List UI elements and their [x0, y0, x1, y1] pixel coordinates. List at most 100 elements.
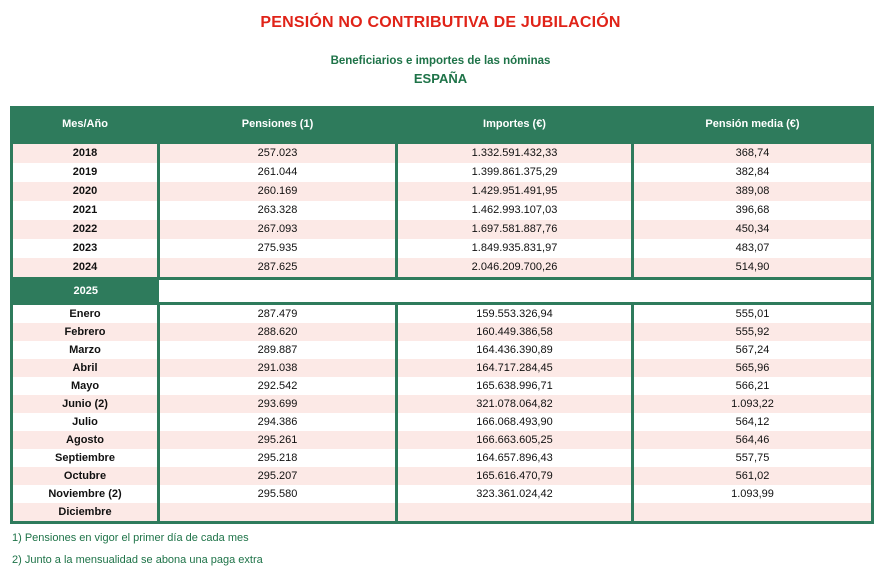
cell-importes: 165.638.996,71: [395, 377, 633, 395]
cell-importes: 164.436.390,89: [395, 341, 633, 359]
cell-pension-media: 514,90: [631, 258, 874, 280]
table-row: Diciembre: [10, 503, 874, 524]
cell-importes: 1.849.935.831,97: [395, 239, 633, 258]
cell-importes: 160.449.386,58: [395, 323, 633, 341]
cell-importes: 1.399.861.375,29: [395, 163, 633, 182]
cell-pension-media: 450,34: [631, 220, 874, 239]
table-row: Marzo 289.887 164.436.390,89 567,24: [10, 341, 874, 359]
table-row: 2018 257.023 1.332.591.432,33 368,74: [10, 141, 874, 163]
cell-pensiones: 275.935: [157, 239, 397, 258]
cell-importes: 1.429.951.491,95: [395, 182, 633, 201]
cell-importes: 1.697.581.887,76: [395, 220, 633, 239]
table-row: Agosto 295.261 166.663.605,25 564,46: [10, 431, 874, 449]
row-label: Agosto: [10, 431, 159, 449]
cell-pension-media: 566,21: [631, 377, 874, 395]
row-label: Noviembre (2): [10, 485, 159, 503]
cell-pension-media: 1.093,99: [631, 485, 874, 503]
header-row: Mes/Año Pensiones (1) Importes (€) Pensión …: [10, 106, 874, 143]
table-row: Mayo 292.542 165.638.996,71 566,21: [10, 377, 874, 395]
column-header: Mes/Año: [10, 106, 160, 143]
row-label: 2021: [10, 201, 159, 220]
row-label: Septiembre: [10, 449, 159, 467]
cell-importes: 1.332.591.432,33: [395, 141, 633, 163]
table-row: Septiembre 295.218 164.657.896,43 557,75: [10, 449, 874, 467]
cell-pensiones: 291.038: [157, 359, 397, 377]
cell-pensiones: 287.625: [157, 258, 397, 280]
cell-pension-media: 396,68: [631, 201, 874, 220]
row-label: 2020: [10, 182, 159, 201]
cell-pension-media: 368,74: [631, 141, 874, 163]
table-row: Julio 294.386 166.068.493,90 564,12: [10, 413, 874, 431]
cell-importes: 2.046.209.700,26: [395, 258, 633, 280]
cell-pensiones: 287.479: [157, 302, 397, 323]
cell-pensiones: 293.699: [157, 395, 397, 413]
cell-pensiones: 295.261: [157, 431, 397, 449]
cell-pension-media: 557,75: [631, 449, 874, 467]
section-2025: 2025: [10, 277, 874, 305]
column-header: Pensión media (€): [631, 106, 874, 143]
row-label: Julio: [10, 413, 159, 431]
cell-importes: 159.553.326,94: [395, 302, 633, 323]
row-label: Enero: [10, 302, 159, 323]
table-row: 2019 261.044 1.399.861.375,29 382,84: [10, 163, 874, 182]
cell-pension-media: 382,84: [631, 163, 874, 182]
cell-pension-media: 1.093,22: [631, 395, 874, 413]
cell-pensiones: 257.023: [157, 141, 397, 163]
year-2025-label: 2025: [10, 277, 159, 305]
cell-importes: 323.361.024,42: [395, 485, 633, 503]
cell-pensiones: 263.328: [157, 201, 397, 220]
cell-importes: 164.657.896,43: [395, 449, 633, 467]
footnotes: 1) Pensiones en vigor el primer día de c…: [12, 532, 881, 566]
cell-importes: 164.717.284,45: [395, 359, 633, 377]
region-title: ESPAÑA: [413, 71, 468, 86]
row-label: Junio (2): [10, 395, 159, 413]
table-row: Febrero 288.620 160.449.386,58 555,92: [10, 323, 874, 341]
cell-pension-media: 567,24: [631, 341, 874, 359]
cell-pensiones: 289.887: [157, 341, 397, 359]
cell-pension-media: 564,46: [631, 431, 874, 449]
pension-table: Mes/Año Pensiones (1) Importes (€) Pensión …: [10, 106, 874, 524]
row-label: 2022: [10, 220, 159, 239]
row-label: Diciembre: [10, 503, 159, 524]
table-row: 2021 263.328 1.462.993.107,03 396,68: [10, 201, 874, 220]
year-2025-empty-cell: [158, 277, 874, 305]
page-title: PENSIÓN NO CONTRIBUTIVA DE JUBILACIÓN: [260, 14, 621, 31]
table-row: Junio (2) 293.699 321.078.064,82 1.093,22: [10, 395, 874, 413]
cell-pension-media: 561,02: [631, 467, 874, 485]
cell-importes: 165.616.470,79: [395, 467, 633, 485]
table-row: 2022 267.093 1.697.581.887,76 450,34: [10, 220, 874, 239]
row-label: 2023: [10, 239, 159, 258]
years-section: 2018 257.023 1.332.591.432,33 368,74 2019 261…: [10, 141, 874, 280]
cell-pensiones: 295.218: [157, 449, 397, 467]
cell-pension-media: 389,08: [631, 182, 874, 201]
cell-importes: [395, 503, 633, 524]
table-row: 2020 260.169 1.429.951.491,95 389,08: [10, 182, 874, 201]
table-header: Mes/Año Pensiones (1) Importes (€) Pensión …: [10, 106, 874, 143]
cell-pensiones: 261.044: [157, 163, 397, 182]
cell-pensiones: 267.093: [157, 220, 397, 239]
cell-pension-media: 555,01: [631, 302, 874, 323]
cell-importes: 1.462.993.107,03: [395, 201, 633, 220]
table-row: Enero 287.479 159.553.326,94 555,01: [10, 302, 874, 323]
row-label: 2024: [10, 258, 159, 280]
column-header: Importes (€): [395, 106, 634, 143]
cell-pension-media: 483,07: [631, 239, 874, 258]
table-row: Abril 291.038 164.717.284,45 565,96: [10, 359, 874, 377]
cell-importes: 166.663.605,25: [395, 431, 633, 449]
row-label: Febrero: [10, 323, 159, 341]
row-label: Mayo: [10, 377, 159, 395]
row-label: Marzo: [10, 341, 159, 359]
cell-pensiones: 260.169: [157, 182, 397, 201]
cell-pensiones: [157, 503, 397, 524]
cell-importes: 166.068.493,90: [395, 413, 633, 431]
cell-importes: 321.078.064,82: [395, 395, 633, 413]
row-label: 2019: [10, 163, 159, 182]
footnote-1: 1) Pensiones en vigor el primer día de c…: [12, 532, 249, 544]
table-row: 2023 275.935 1.849.935.831,97 483,07: [10, 239, 874, 258]
cell-pensiones: 294.386: [157, 413, 397, 431]
table-row: 2024 287.625 2.046.209.700,26 514,90: [10, 258, 874, 280]
cell-pensiones: 295.580: [157, 485, 397, 503]
column-header: Pensiones (1): [157, 106, 398, 143]
cell-pension-media: 565,96: [631, 359, 874, 377]
cell-pension-media: 555,92: [631, 323, 874, 341]
